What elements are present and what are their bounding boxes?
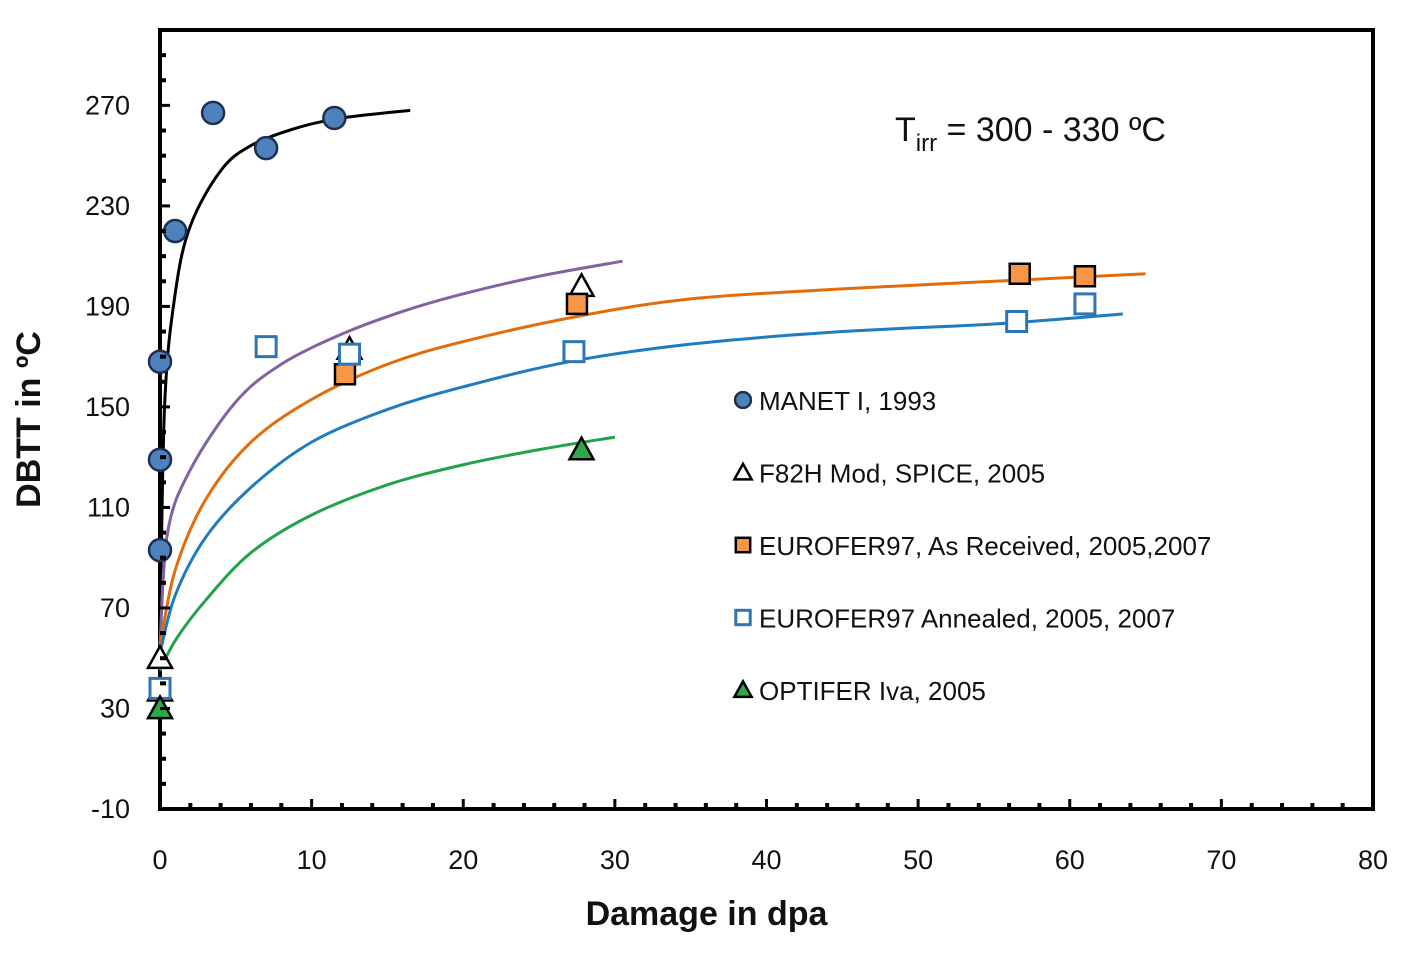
x-tick-label: 60 (1055, 845, 1085, 875)
x-tick-label: 0 (152, 845, 167, 875)
data-point-eurofer97-annealed-2005-2007 (338, 342, 362, 366)
trend-line-manet-i-1993 (158, 108, 411, 646)
data-point-manet-i-1993 (200, 100, 226, 126)
data-point-optifer-iva-2005 (567, 435, 596, 461)
legend-label-optifer-iva-2005: OPTIFER Iva, 2005 (759, 676, 986, 706)
trend-line-optifer-iva-2005 (158, 435, 616, 672)
y-tick-label: -10 (91, 794, 130, 824)
irradiation-temperature-annotation: Tirr = 300 - 330 ºC (895, 111, 1166, 157)
y-tick-label: 270 (85, 90, 130, 120)
data-point-manet-i-1993 (147, 447, 173, 472)
data-point-manet-i-1993 (253, 135, 279, 161)
y-tick-label: 230 (85, 191, 130, 221)
data-point-eurofer97-annealed-2005-2007 (562, 340, 586, 364)
data-point-eurofer97-as-received-2005-2007 (1008, 262, 1031, 286)
x-tick-label: 80 (1358, 845, 1388, 875)
legend-label-eurofer97-as-received-2005-2007: EUROFER97, As Received, 2005,2007 (759, 531, 1211, 561)
x-tick-label: 20 (448, 845, 478, 875)
legend-marker-manet-i-1993 (733, 390, 753, 410)
x-axis-title: Damage in dpa (586, 895, 829, 933)
legend-label-f82h-mod-spice-2005: F82H Mod, SPICE, 2005 (759, 459, 1045, 489)
x-tick-label: 10 (297, 845, 327, 875)
legend-label-eurofer97-annealed-2005-2007: EUROFER97 Annealed, 2005, 2007 (759, 604, 1175, 634)
legend-label-manet-i-1993: MANET I, 1993 (759, 386, 936, 416)
data-point-manet-i-1993 (147, 537, 173, 563)
legend-marker-eurofer97-annealed-2005-2007 (734, 608, 752, 627)
trend-line-eurofer97-as-received-2005-2007 (158, 272, 1146, 646)
x-tick-label: 70 (1206, 845, 1236, 875)
x-tick-label: 40 (751, 845, 781, 875)
x-tick-label: 30 (600, 845, 630, 875)
data-point-manet-i-1993 (147, 349, 173, 374)
data-point-eurofer97-as-received-2005-2007 (1073, 265, 1097, 288)
data-point-manet-i-1993 (162, 218, 188, 244)
data-point-eurofer97-as-received-2005-2007 (333, 363, 357, 386)
y-axis-title: DBTT in ºC (10, 331, 48, 508)
legend-marker-optifer-iva-2005 (732, 678, 754, 699)
x-tick-label: 50 (903, 845, 933, 875)
data-point-eurofer97-as-received-2005-2007 (565, 292, 589, 316)
y-tick-label: 190 (85, 291, 130, 321)
y-tick-label: 110 (87, 492, 130, 522)
y-tick-label: 150 (85, 392, 130, 422)
data-point-manet-i-1993 (322, 105, 347, 131)
y-tick-label: 30 (100, 693, 130, 723)
legend-marker-eurofer97-as-received-2005-2007 (734, 536, 752, 554)
data-point-eurofer97-annealed-2005-2007 (1073, 292, 1097, 316)
legend-marker-f82h-mod-spice-2005 (732, 461, 754, 481)
y-tick-label: 70 (100, 593, 130, 623)
data-point-eurofer97-annealed-2005-2007 (1005, 309, 1029, 333)
trend-line-eurofer97-annealed-2005-2007 (158, 312, 1123, 654)
data-point-eurofer97-annealed-2005-2007 (254, 335, 278, 359)
trend-line-f82h-mod-spice-2005 (158, 259, 623, 646)
